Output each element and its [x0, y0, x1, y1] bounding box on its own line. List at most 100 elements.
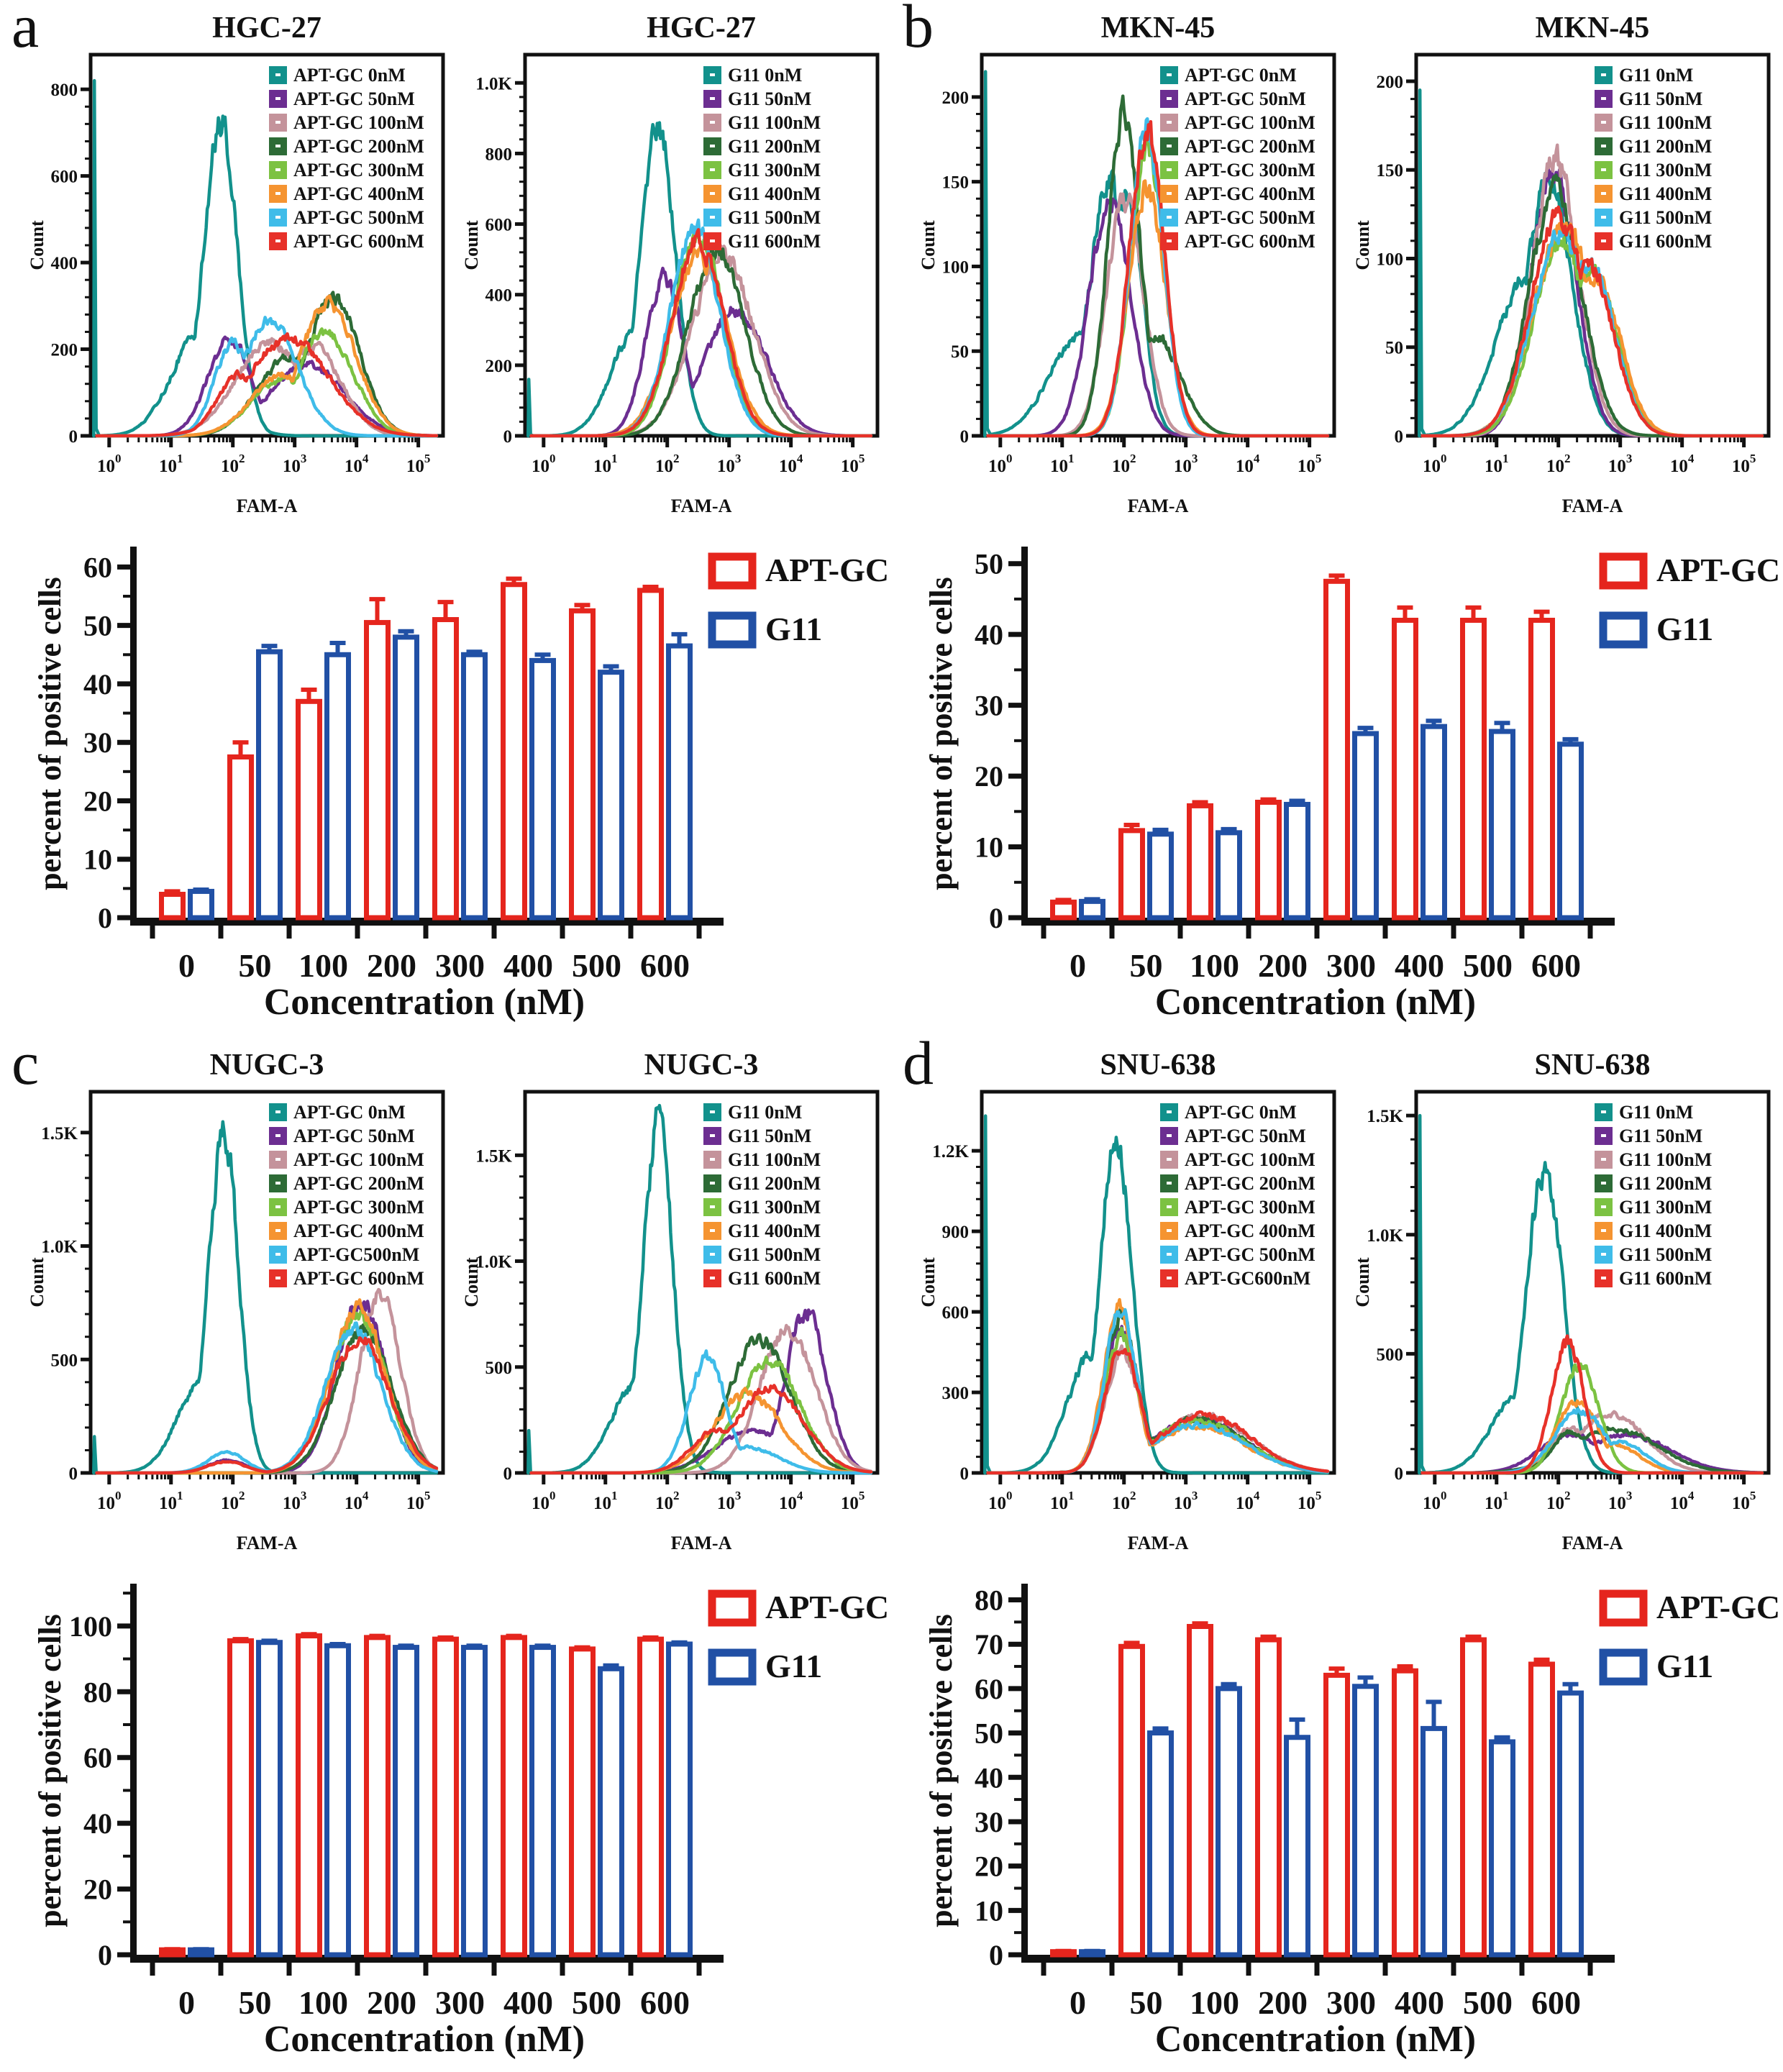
bar-legend-swatch-G11 — [1599, 1648, 1648, 1686]
bar-G11-0 — [1079, 898, 1105, 921]
histogram-hgc27-aptgc: HGC-27 0 200 400 600 800 100 101 102 103 104 105 Co… — [27, 10, 452, 521]
x-tick-label: 105 — [841, 452, 865, 476]
x-category-label: 200 — [367, 1984, 416, 2021]
bar-G11-100 — [1216, 830, 1242, 921]
bar-G11-200 — [393, 634, 419, 921]
legend-label: APT-GC 200nM — [1185, 1173, 1315, 1194]
y-tick-label: 1.0K — [475, 1253, 512, 1272]
bar-G11-400 — [1421, 1725, 1447, 1958]
legend-label: G11 400nM — [728, 1220, 821, 1241]
y-axis-label: Count — [1352, 220, 1373, 270]
y-axis-spine — [130, 1584, 137, 1955]
legend-label: APT-GC600nM — [1185, 1268, 1310, 1289]
legend-label: APT-GC 0nM — [293, 1102, 406, 1123]
bar-G11-50 — [1147, 831, 1174, 921]
bar-G11-400 — [529, 657, 556, 921]
y-tick-label: 30 — [83, 726, 112, 759]
curve-G11-600nM — [529, 1384, 873, 1475]
x-tick-label: 103 — [717, 452, 742, 476]
bar-APT-GC-600 — [637, 588, 664, 921]
x-category-label: 0 — [178, 1984, 195, 2021]
x-axis-spine — [130, 1955, 724, 1963]
bar-legend-swatch-APT-GC — [1599, 552, 1648, 590]
x-tick-label: 100 — [988, 452, 1013, 476]
y-tick-label: 20 — [975, 760, 1003, 793]
panel-b-letter: b — [903, 0, 934, 60]
bar-plot-nugc3: 0 20 40 60 80 100 0 50 100 200 300 400 500 600 percent… — [32, 1584, 889, 2060]
legend-label: G11 0nM — [728, 1102, 802, 1123]
x-axis-label: Concentration (nM) — [264, 2019, 585, 2060]
bar-G11-600 — [1557, 1690, 1584, 1958]
x-tick-label: 101 — [593, 452, 618, 476]
bar-G11-100 — [324, 1643, 351, 1958]
curve-APT-GC-300nM — [986, 1326, 1330, 1475]
y-tick-label: 50 — [1385, 339, 1403, 358]
x-category-label: 0 — [1070, 947, 1086, 984]
legend-label: APT-GC 0nM — [1185, 65, 1297, 86]
x-tick-label: 100 — [1423, 1489, 1447, 1513]
x-tick-label: 100 — [1423, 452, 1447, 476]
legend-label: APT-GC 50nM — [293, 88, 415, 109]
bar-APT-GC-600 — [637, 1636, 664, 1958]
legend-label: APT-GC 100nM — [293, 1149, 424, 1170]
x-category-label: 400 — [503, 947, 553, 984]
histogram-title: HGC-27 — [647, 12, 756, 45]
histogram-plot-hgc27-aptgc: 0 200 400 600 800 100 101 102 103 104 105 Count FAM-… — [27, 53, 445, 516]
x-category-label: 300 — [435, 947, 485, 984]
y-tick-label: 0 — [989, 902, 1003, 934]
x-category-label: 100 — [298, 1984, 348, 2021]
y-axis-spine — [130, 547, 137, 918]
x-category-label: 500 — [1463, 1984, 1513, 2021]
bar-APT-GC-500 — [569, 608, 596, 921]
x-tick-label: 104 — [1670, 1489, 1695, 1513]
x-category-label: 600 — [1531, 947, 1581, 984]
bar-legend-label: APT-GC — [765, 552, 889, 588]
bar-plot-snu638: 0 10 20 30 40 50 60 70 80 0 50 100 200 300 400 500 600 pe… — [924, 1584, 1780, 2060]
bar-APT-GC-500 — [1460, 1637, 1487, 1958]
plot-frame — [980, 53, 1336, 438]
plot-frame — [523, 53, 880, 438]
legend-label: APT-GC 600nM — [293, 231, 424, 252]
histogram-mkn45-aptgc: MKN-45 0 50 100 150 200 100 101 102 103 104 105 Cou… — [918, 10, 1343, 521]
x-category-label: 300 — [435, 1984, 485, 2021]
legend-label: G11 400nM — [1619, 1220, 1712, 1241]
x-category-label: 200 — [1258, 947, 1308, 984]
y-axis-label: percent of positive cells — [32, 577, 68, 890]
panel-c: c NUGC-3 0 500 1.0K 1.5K 100 101 102 103 104 105 C… — [0, 1028, 892, 2072]
legend-label: G11 600nM — [728, 1268, 821, 1289]
x-axis-label: Concentration (nM) — [1155, 982, 1476, 1023]
bar-APT-GC-200 — [364, 1635, 391, 1958]
curve-G11-600nM — [1421, 205, 1764, 438]
x-axis-label: Concentration (nM) — [264, 982, 585, 1023]
bar-chart-nugc3: 0 20 40 60 80 100 0 50 100 200 300 400 500 600 percent… — [29, 1568, 889, 2068]
legend-label: G11 100nM — [728, 112, 821, 133]
curve-G11-600nM — [529, 228, 873, 438]
y-tick-label: 0 — [989, 1939, 1003, 1971]
histogram-mkn45-g11: MKN-45 0 50 100 150 200 100 101 102 103 104 105 Cou… — [1352, 10, 1777, 521]
legend-label: G11 100nM — [1619, 112, 1712, 133]
x-category-label: 600 — [640, 947, 690, 984]
y-axis-label: percent of positive cells — [924, 1614, 959, 1927]
bar-G11-300 — [1352, 731, 1379, 921]
legend-label: APT-GC 400nM — [1185, 183, 1315, 204]
legend-label: APT-GC 100nM — [1185, 112, 1315, 133]
x-tick-label: 101 — [159, 452, 183, 476]
legend-label: APT-GC 50nM — [293, 1126, 415, 1146]
bar-G11-100 — [324, 652, 351, 921]
x-category-label: 300 — [1326, 1984, 1376, 2021]
x-category-label: 0 — [1070, 1984, 1086, 2021]
histogram-snu638-aptgc: SNU-638 0 300 600 900 1.2K 100 101 102 103 104 105… — [918, 1047, 1343, 1558]
y-tick-label: 0 — [98, 1939, 112, 1971]
histogram-title: NUGC-3 — [209, 1049, 324, 1082]
bar-APT-GC-0 — [159, 891, 186, 921]
legend-label: APT-GC 200nM — [293, 1173, 424, 1194]
x-tick-label: 104 — [779, 452, 803, 476]
histogram-snu638-g11: SNU-638 0 500 1.0K 1.5K 100 101 102 103 104 105 Co… — [1352, 1047, 1777, 1558]
bar-G11-200 — [393, 1645, 419, 1958]
x-tick-label: 105 — [1298, 1489, 1322, 1513]
legend-label: APT-GC 600nM — [1185, 231, 1315, 252]
legend-label: APT-GC 400nM — [293, 183, 424, 204]
curve-APT-GC600nM — [986, 1348, 1330, 1475]
y-axis-label: Count — [27, 220, 47, 270]
bar-APT-GC-600 — [1528, 617, 1555, 921]
